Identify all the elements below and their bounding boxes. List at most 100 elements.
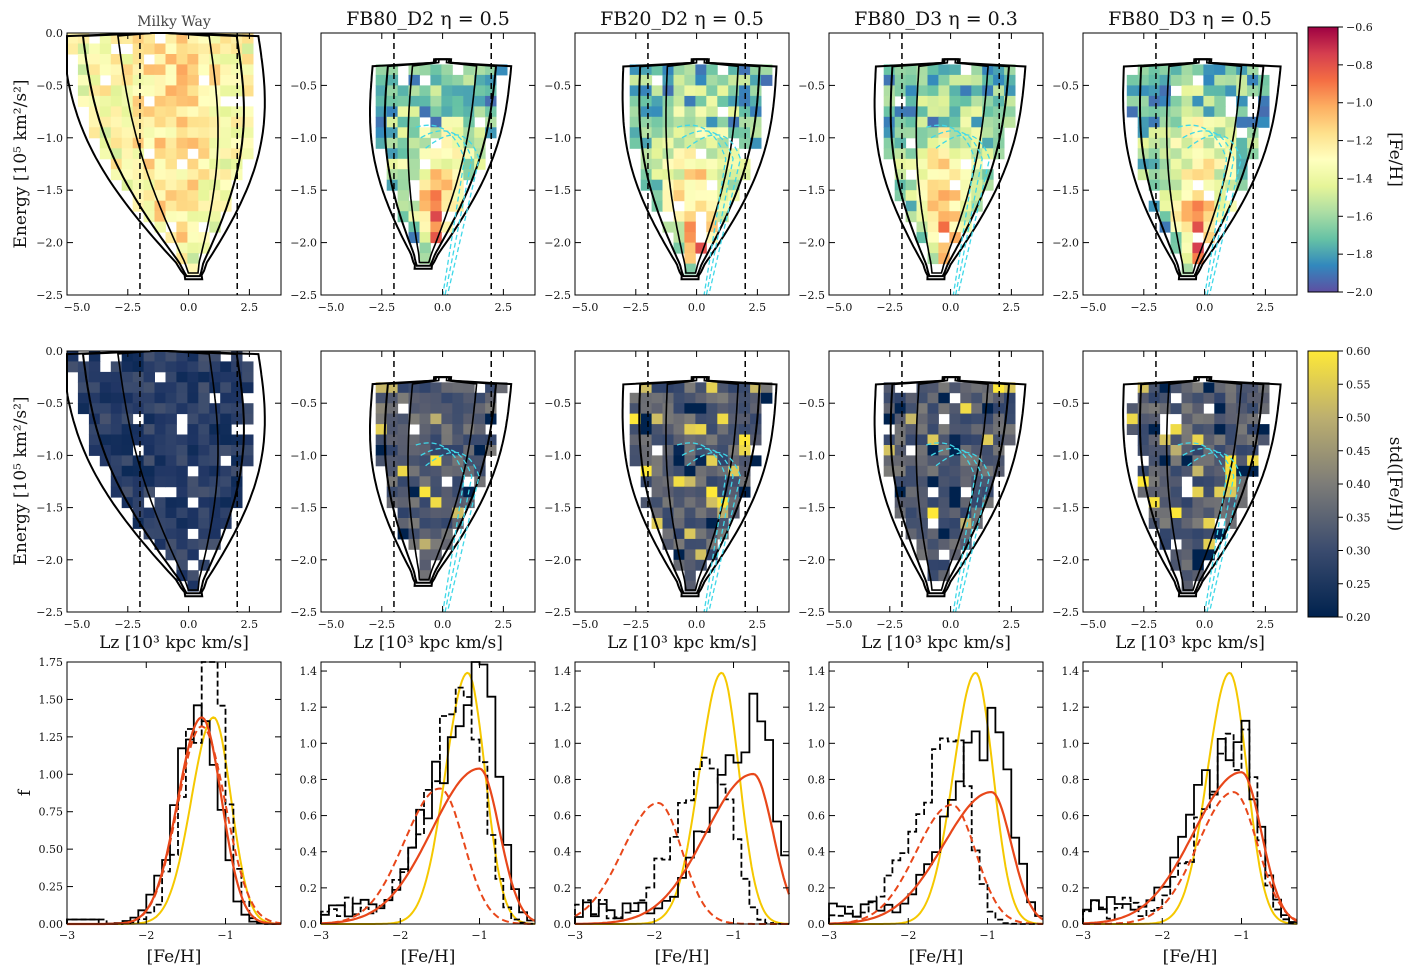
heatmap-cell: [375, 392, 388, 404]
heatmap-cell: [375, 127, 388, 139]
heatmap-cell: [706, 211, 718, 223]
heatmap-cell: [894, 445, 907, 456]
heatmap-cell: [750, 382, 762, 394]
heatmap-cell: [916, 392, 928, 404]
heatmap-cell: [971, 127, 983, 139]
heatmap-cell: [474, 158, 486, 170]
heatmap-cell: [916, 190, 928, 202]
panel-title: Milky Way: [137, 14, 211, 30]
heatmap-cell: [187, 190, 199, 202]
y-tick-label: 0.4: [808, 846, 826, 859]
heatmap-cell: [198, 116, 210, 128]
heatmap-cell: [132, 403, 145, 415]
y-tick-label: 0.0: [554, 918, 572, 931]
colorbar-tick-label: −1.2: [1346, 135, 1373, 148]
x-tick-label: −2.5: [622, 618, 649, 631]
heatmap-cell: [165, 116, 177, 128]
sim-contour-line: [1182, 130, 1235, 296]
heatmap-cell: [938, 106, 950, 118]
sim-contour-line: [420, 447, 473, 613]
mdf-panel-c4: −3 −2 −10.00.20.40.60.81.01.21.4: [808, 661, 1044, 942]
heatmap-cell: [1170, 211, 1182, 223]
sim-contour-line: [935, 134, 991, 296]
heatmap-cell: [905, 507, 917, 519]
heatmap-cell: [121, 169, 134, 181]
heatmap-cell: [894, 190, 907, 202]
heatmap-cell: [706, 528, 718, 540]
heatmap-cell: [706, 445, 718, 456]
x-tick-label: −3: [59, 929, 75, 942]
heatmap-cell: [419, 570, 431, 582]
heatmap-cell: [242, 85, 254, 97]
mdf-panel-c5: −3 −2 −10.00.20.40.60.81.01.21.4: [1062, 661, 1298, 942]
heatmap-cell: [419, 528, 431, 540]
heatmap-cell: [728, 190, 740, 202]
heatmap-cell: [706, 85, 718, 97]
heatmap-cell: [938, 486, 950, 498]
heatmap-cell: [883, 434, 896, 446]
heatmap-cell: [143, 371, 155, 383]
heatmap-cell: [143, 190, 155, 202]
heatmap-cell: [1247, 85, 1259, 97]
heatmap-cell: [165, 158, 177, 170]
heatmap-cell: [408, 486, 420, 498]
x-tick-label: 2.5: [1257, 618, 1275, 631]
heatmap-cell: [1181, 528, 1193, 540]
x-tick-label: 2.5: [749, 301, 767, 314]
heatmap-cell: [651, 158, 663, 170]
heatmap-cell: [1247, 424, 1259, 435]
heatmap-cell: [419, 392, 431, 404]
heatmap-cell: [419, 434, 431, 446]
heatmap-cell: [88, 382, 101, 394]
heatmap-cell: [154, 382, 166, 394]
heatmap-cell: [176, 64, 188, 76]
heatmap-cell: [662, 518, 674, 529]
heatmap-cell: [695, 434, 707, 446]
heatmap-cell: [1159, 538, 1171, 550]
x-tick-label: −5.0: [572, 301, 599, 314]
heatmap-cell: [198, 179, 210, 191]
heatmap-cell: [750, 137, 762, 149]
colorbar-tick-label: 0.20: [1346, 611, 1371, 624]
heatmap-cell: [684, 392, 696, 404]
heatmap-cell: [143, 465, 155, 477]
heatmap-cell: [739, 64, 751, 76]
heatmap-cell: [651, 392, 663, 404]
heatmap-cell: [452, 200, 464, 212]
heatmap-cell: [143, 43, 155, 55]
heatmap-cell: [132, 507, 145, 519]
heatmap-cell: [1148, 392, 1161, 404]
heatmap-cell: [1203, 392, 1215, 404]
heatmap-cell: [662, 413, 674, 425]
heatmap-cell: [739, 74, 751, 86]
heatmap-cell: [132, 382, 145, 394]
heatmap-cell: [750, 127, 762, 139]
heatmap-cell: [1170, 158, 1182, 170]
heatmap-cell: [1203, 137, 1215, 149]
heatmap-cell: [397, 179, 409, 191]
heatmap-cell: [651, 179, 663, 191]
heatmap-cell: [375, 95, 388, 107]
contour-line: [1165, 376, 1243, 591]
heatmap-cell: [154, 179, 166, 191]
heatmap-cell: [165, 465, 177, 477]
heatmap-cell: [662, 116, 674, 128]
heatmap-cell: [684, 116, 696, 128]
heatmap-cell: [1181, 538, 1193, 550]
heatmap-cell: [198, 106, 210, 118]
heatmap-cell: [242, 382, 254, 394]
heatmap-cell: [187, 424, 199, 435]
heatmap-cell: [430, 403, 442, 415]
heatmap-cell: [1181, 403, 1193, 415]
heatmap-cell: [386, 413, 399, 425]
heatmap-cell: [640, 434, 653, 446]
heatmap-cell: [1170, 424, 1182, 435]
heatmap-cell: [176, 528, 188, 540]
heatmap-cell: [728, 158, 740, 170]
x-tick-label: −1: [1233, 929, 1249, 942]
heatmap-cell: [154, 54, 166, 65]
heatmap-cell: [938, 137, 950, 149]
heatmap-cell: [143, 169, 155, 181]
heatmap-cell: [430, 528, 442, 540]
heatmap-cell: [1192, 127, 1204, 139]
